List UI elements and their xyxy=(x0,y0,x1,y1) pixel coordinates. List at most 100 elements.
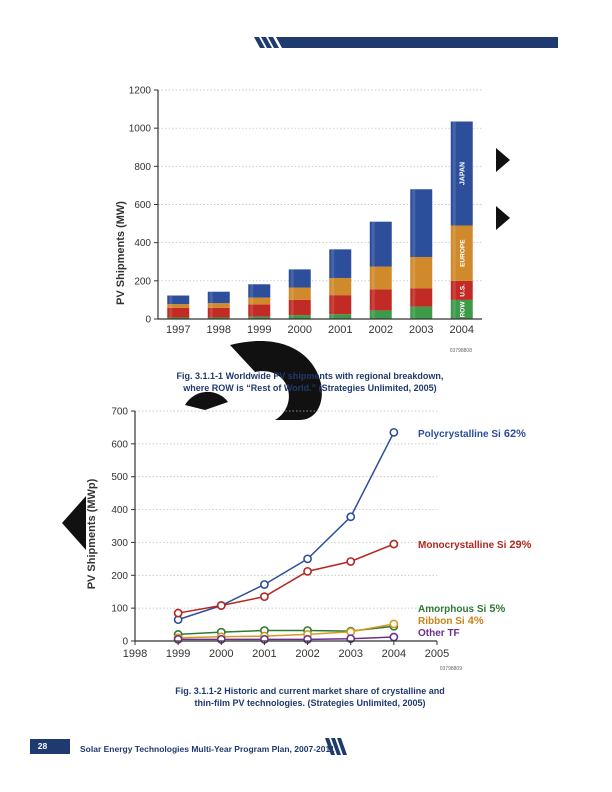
bar-segment-row xyxy=(167,317,190,319)
chart-pv-shipments-regional: PV Shipments (MW) ROW U.S. EUROPE JAPAN 0 20… xyxy=(115,86,482,353)
bar-segment-us xyxy=(207,307,230,318)
chart1-x-tick-label: 2000 xyxy=(288,324,312,336)
chart1-x-tick-label: 2004 xyxy=(450,324,474,336)
chart2-y-tick-label: 600 xyxy=(111,439,128,450)
bar-segment-us xyxy=(450,280,473,300)
chart1-x-tick-label: 1997 xyxy=(166,324,190,336)
bar-highlight xyxy=(412,189,416,319)
figure1-caption-line1: Fig. 3.1.1-1 Worldwide PV shipments with… xyxy=(176,371,444,381)
series-line-other-tf xyxy=(178,636,394,641)
bar-segment-europe xyxy=(410,256,433,289)
bar-highlight xyxy=(250,284,254,319)
bar-segment-europe xyxy=(167,304,190,308)
series-label-name: Other TF xyxy=(418,628,460,639)
page-number: 28 xyxy=(37,741,48,751)
chart2-y-tick-label: 500 xyxy=(111,472,128,483)
chart1-y-tick-label: 1200 xyxy=(129,86,152,97)
chart1-bar-label: ROW xyxy=(459,301,466,318)
bar-segment-row xyxy=(410,306,433,319)
series-label-amorphous-si: Amorphous Si 5% xyxy=(418,603,506,615)
series-label-name: Amorphous Si xyxy=(418,604,487,615)
chart1-y-tick-label: 400 xyxy=(134,238,151,249)
chart2-y-axis-label: PV Shipments (MWp) xyxy=(86,478,98,589)
right-arrow-2 xyxy=(496,206,510,230)
figure1-caption-line2: where ROW is “Rest of World.” (Strategie… xyxy=(183,383,437,393)
right-arrow-1 xyxy=(496,148,510,172)
chart1-x-tick-label: 1998 xyxy=(207,324,231,336)
series-label-name: Polycrystalline Si xyxy=(418,429,501,440)
footer-title: Solar Energy Technologies Multi-Year Pro… xyxy=(80,744,335,754)
chart2-x-tick-label: 2003 xyxy=(338,648,362,660)
chart1-y-tick-label: 200 xyxy=(134,276,151,287)
chart1-code: 03798808 xyxy=(450,348,472,353)
data-point-monocrystalline-si xyxy=(303,566,312,576)
data-point-monocrystalline-si xyxy=(260,592,269,602)
bar-segment-us xyxy=(410,288,433,307)
chart1-y-tick-label: 600 xyxy=(134,200,151,211)
chart1-bar-label: EUROPE xyxy=(459,239,466,267)
chart2-x-tick-label: 1998 xyxy=(123,648,147,660)
series-line-monocrystalline-si xyxy=(178,543,395,614)
series-label-name: Ribbon Si xyxy=(418,616,465,627)
chart2-x-tick-label: 2005 xyxy=(425,648,449,660)
bar-segment-japan xyxy=(329,249,352,278)
data-point-other-tf xyxy=(389,632,399,642)
header-stripes xyxy=(254,37,558,48)
chart2-code: 03798809 xyxy=(440,666,462,672)
series-line-polycrystalline-si xyxy=(177,432,395,621)
chart2-x-tick-label: 2004 xyxy=(382,648,406,660)
chart1-x-tick-label: 2001 xyxy=(328,324,352,336)
bar-highlight xyxy=(331,249,335,319)
bar-segment-europe xyxy=(329,277,352,296)
bar-segment-us xyxy=(248,304,271,317)
bar-segment-europe xyxy=(288,287,311,300)
chart2-x-tick-label: 2000 xyxy=(209,648,233,660)
chart2-y-tick-label: 400 xyxy=(111,505,128,516)
bar-segment-japan xyxy=(410,189,433,257)
series-label-ribbon-si: Ribbon Si 4% xyxy=(418,615,484,627)
chart1-y-tick-label: 800 xyxy=(134,162,151,173)
data-point-polycrystalline-si xyxy=(389,427,399,437)
chart2-x-tick-label: 2002 xyxy=(295,648,319,660)
bar-segment-europe xyxy=(207,303,230,308)
bar-segment-europe xyxy=(450,225,473,281)
series-label-share: 62% xyxy=(501,428,526,440)
bar-segment-europe xyxy=(369,266,392,290)
bar-segment-us xyxy=(288,299,311,316)
chart1-y-axis-label: PV Shipments (MW) xyxy=(115,201,127,305)
figure1-caption: Fig. 3.1.1-1 Worldwide PV shipments with… xyxy=(150,370,470,394)
footer-page-box xyxy=(30,739,70,754)
series-label-share: 4% xyxy=(465,615,484,627)
chart1-bar-label: U.S. xyxy=(459,284,466,297)
figure2-caption-line2: thin-film PV technologies. (Strategies U… xyxy=(194,698,426,708)
figure2-caption-line1: Fig. 3.1.1-2 Historic and current market… xyxy=(175,686,445,696)
chart2-y-tick-label: 0 xyxy=(122,637,128,648)
bar-segment-us xyxy=(167,307,190,318)
left-arrow xyxy=(62,496,86,550)
bar-segment-row xyxy=(450,299,473,319)
bar-highlight xyxy=(169,295,173,319)
chart1-bar-label: JAPAN xyxy=(459,162,466,185)
bar-segment-japan xyxy=(207,291,230,304)
bar-highlight xyxy=(209,291,213,319)
series-label-other-tf: Other TF xyxy=(418,628,460,639)
chart1-x-tick-label: 1999 xyxy=(247,324,271,336)
bar-segment-japan xyxy=(288,269,311,288)
bar-segment-japan xyxy=(248,284,271,298)
decorative-blob xyxy=(185,391,228,410)
bar-segment-row xyxy=(288,315,311,319)
bar-segment-row xyxy=(369,310,392,319)
bar-segment-us xyxy=(329,295,352,315)
series-label-share: 5% xyxy=(486,603,505,615)
data-point-polycrystalline-si xyxy=(260,580,269,589)
chart1-x-tick-label: 2003 xyxy=(409,324,433,336)
chart2-x-tick-label: 2001 xyxy=(252,648,276,660)
decorative-curve xyxy=(230,340,322,420)
chart2-y-tick-label: 300 xyxy=(111,538,128,549)
series-line-ribbon-si xyxy=(178,623,394,639)
data-point-polycrystalline-si xyxy=(346,512,356,522)
bar-segment-row xyxy=(207,317,230,319)
bar-segment-row xyxy=(248,316,271,319)
data-point-ribbon-si xyxy=(389,619,399,629)
figure2-caption: Fig. 3.1.1-2 Historic and current market… xyxy=(150,685,470,709)
